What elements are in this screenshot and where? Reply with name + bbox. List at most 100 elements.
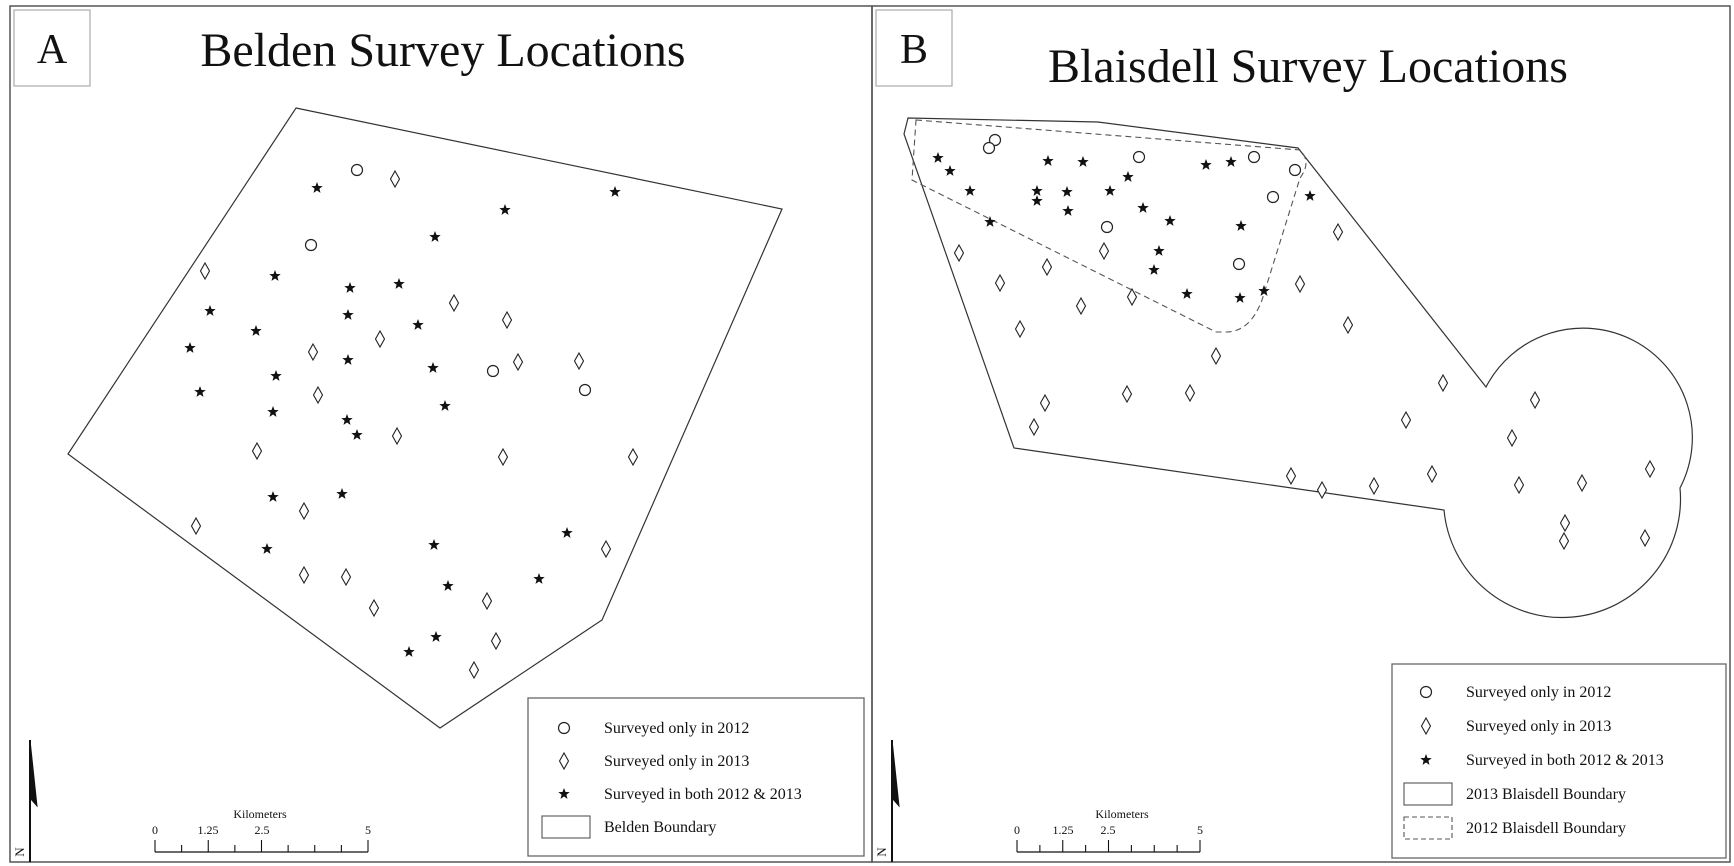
legend-label: Belden Boundary [604, 819, 716, 836]
panel-b-site-surveyed-both [1137, 202, 1149, 213]
panel-b-site-surveyed-2013 [1126, 287, 1138, 307]
panel-a-site-surveyed-both [533, 573, 545, 584]
panel-b-site-surveyed-2013 [1184, 383, 1196, 403]
panel-a-title: Belden Survey Locations [200, 24, 685, 77]
legend-label: Surveyed only in 2013 [1466, 718, 1611, 735]
panel-a-site-surveyed-both [204, 305, 216, 316]
panel-a-site-surveyed-2013 [600, 539, 612, 559]
panel-b-site-surveyed-both [944, 165, 956, 176]
belden-boundary [67, 107, 783, 729]
panel-b-site-surveyed-both [1061, 186, 1073, 197]
panel-a-site-surveyed-both [184, 342, 196, 353]
legend-item: Surveyed in both 2012 & 2013 [558, 786, 802, 803]
panel-b-scale-tick-3: 5 [1197, 823, 1203, 837]
panel-b-site-surveyed-both [1235, 220, 1247, 231]
panel-b-site-surveyed-2013 [1294, 274, 1306, 294]
panel-a-site-surveyed-both [311, 182, 323, 193]
panel-b-site-surveyed-both [1104, 185, 1116, 196]
legend-diamond-icon [1420, 716, 1432, 736]
panel-a-site-surveyed-2013 [374, 329, 386, 349]
panel-a-site-surveyed-both [269, 270, 281, 281]
panel-a-site-surveyed-both [270, 370, 282, 381]
panel-b-site-surveyed-both [1304, 190, 1316, 201]
legend-label: Surveyed only in 2013 [604, 753, 749, 770]
panel-b-site-surveyed-2013 [1014, 319, 1026, 339]
panel-b-north-arrow-icon [891, 739, 900, 808]
panel-a-site-surveyed-2013 [199, 261, 211, 281]
panel-b-site-surveyed-2013 [1316, 480, 1328, 500]
panel-b-site-surveyed-2013 [1400, 410, 1412, 430]
panel-b-scale-unit: Kilometers [1095, 807, 1149, 821]
legend-boundary-solid-swatch [1403, 782, 1453, 806]
panel-a-north-label: N [12, 847, 27, 857]
legend-circle-icon [557, 721, 571, 735]
panel-a-site-surveyed-2013 [340, 567, 352, 587]
panel-b-scale-tick-1: 1.25 [1053, 823, 1074, 837]
panel-b-site-surveyed-both [1062, 205, 1074, 216]
panel-b-site-surveyed-2013 [1644, 459, 1656, 479]
panel-a-site-surveyed-both [267, 491, 279, 502]
panel-b-scale-bar: Kilometers 0 1.25 2.5 5 [1014, 807, 1203, 853]
legend-label: Surveyed in both 2012 & 2013 [604, 786, 802, 803]
panel-a-letter-box [13, 9, 91, 87]
panel-a-site-surveyed-both [261, 543, 273, 554]
blaisdell-2013-boundary [908, 118, 1644, 579]
panel-a-site-surveyed-both [427, 362, 439, 373]
panel-b-site-surveyed-2012 [1266, 190, 1280, 204]
panel-a: A Belden Survey Locations Surveyed only … [9, 5, 873, 863]
panel-b-site-surveyed-2013 [1506, 428, 1518, 448]
legend-label: Surveyed only in 2012 [604, 720, 749, 737]
panel-a-site-surveyed-both [428, 539, 440, 550]
panel-b-site-surveyed-both [1200, 159, 1212, 170]
panel-a-site-surveyed-both [194, 386, 206, 397]
panel-a-site-surveyed-2013 [497, 447, 509, 467]
panel-b-site-surveyed-2013 [1285, 466, 1297, 486]
panel-b-scale-ticks [1016, 840, 1201, 852]
panel-b-north-arrow: N [874, 739, 900, 862]
panel-b-site-surveyed-2013 [1529, 390, 1541, 410]
panel-b-site-surveyed-2013 [1041, 257, 1053, 277]
legend-star-icon [1420, 754, 1432, 765]
panel-a-site-surveyed-2013 [298, 501, 310, 521]
panel-b-site-surveyed-both [1031, 185, 1043, 196]
panel-b-site-surveyed-2012 [1288, 163, 1302, 177]
panel-a-site-surveyed-2013 [448, 293, 460, 313]
panel-a-site-surveyed-2013 [627, 447, 639, 467]
panel-a-site-surveyed-2013 [298, 565, 310, 585]
panel-b-north-label: N [874, 847, 889, 857]
panel-a-letter: A [37, 27, 68, 73]
panel-a-site-surveyed-both [403, 646, 415, 657]
legend-label: 2012 Blaisdell Boundary [1466, 820, 1626, 837]
panel-a-scale-bar: Kilometers 0 1.25 2.5 5 [152, 807, 371, 853]
blaisdell-2013-boundary-line [903, 117, 1693, 619]
panel-a-scale-tick-3: 5 [365, 823, 371, 837]
panel-a-site-surveyed-both [250, 325, 262, 336]
panel-a-site-surveyed-2013 [468, 660, 480, 680]
panel-b-site-surveyed-2013 [1368, 476, 1380, 496]
panel-a-scale-unit: Kilometers [233, 807, 287, 821]
legend-label: Surveyed only in 2012 [1466, 684, 1611, 701]
panel-b-site-surveyed-2013 [1639, 528, 1651, 548]
panel-b-survey-sites [932, 133, 1656, 551]
panel-b-site-surveyed-2013 [1426, 464, 1438, 484]
blaisdell-2012-boundary [911, 119, 1307, 333]
panel-b-site-surveyed-both [1148, 264, 1160, 275]
panel-a-site-surveyed-2013 [481, 591, 493, 611]
panel-a-site-surveyed-both [609, 186, 621, 197]
panel-b-title: Blaisdell Survey Locations [1048, 40, 1568, 93]
panel-a-survey-sites [184, 163, 639, 680]
panel-a-site-surveyed-both [430, 631, 442, 642]
panel-b-site-surveyed-2013 [1210, 346, 1222, 366]
panel-a-north-arrow: N [12, 739, 38, 862]
panel-a-site-surveyed-both [267, 406, 279, 417]
panel-b-site-surveyed-2013 [1098, 241, 1110, 261]
legend-label: 2013 Blaisdell Boundary [1466, 786, 1626, 803]
panel-a-site-surveyed-both [429, 231, 441, 242]
panel-a-north-arrow-icon [29, 739, 38, 808]
legend-circle-icon [1419, 685, 1433, 699]
panel-a-site-surveyed-both [341, 414, 353, 425]
panel-a-site-surveyed-2013 [312, 385, 324, 405]
panel-a-site-surveyed-2013 [368, 598, 380, 618]
panel-a-site-surveyed-both [336, 488, 348, 499]
